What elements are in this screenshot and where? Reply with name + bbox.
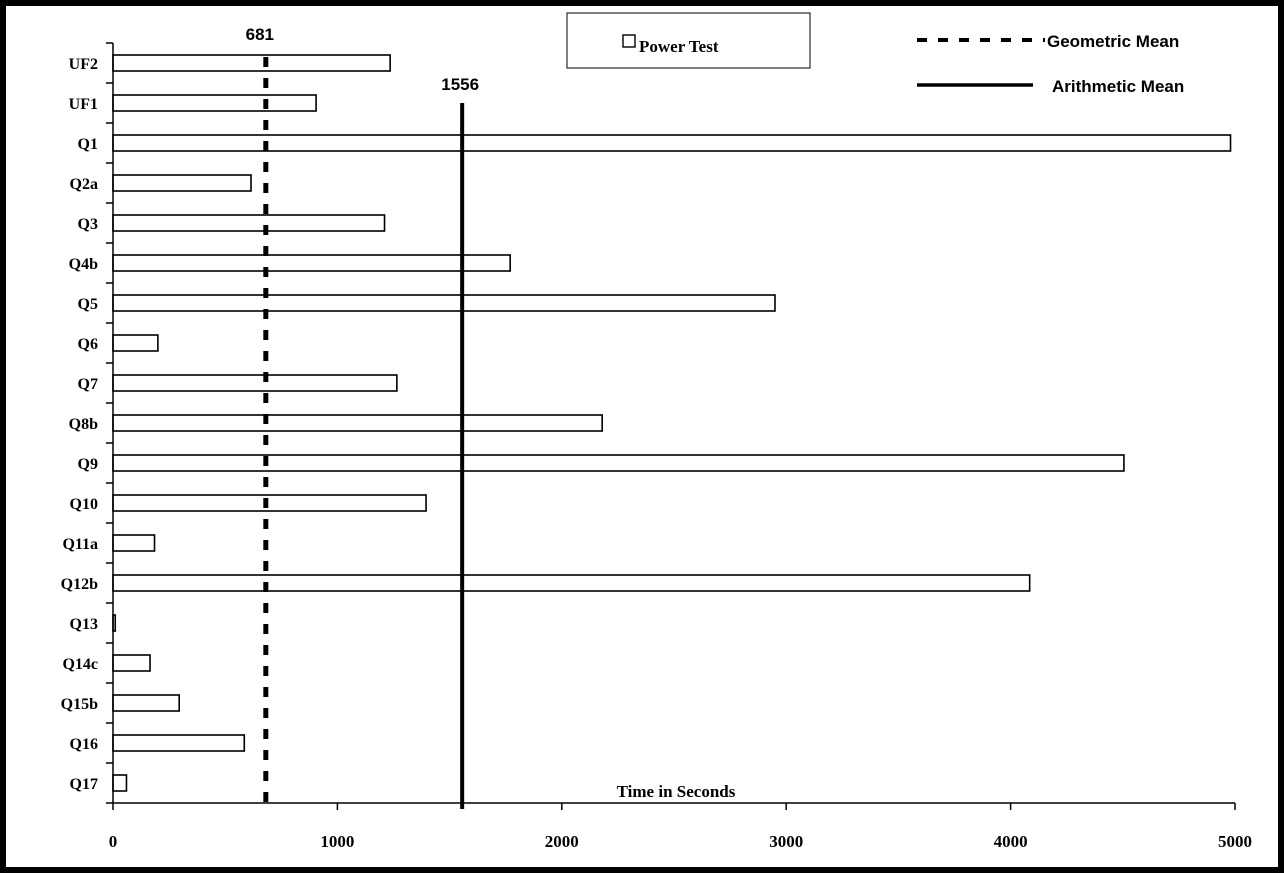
legend-label-geometric-mean: Geometric Mean (1047, 32, 1179, 51)
bar-q8b (112, 414, 603, 432)
x-tick-label-5000: 5000 (1218, 832, 1252, 851)
bar-q17 (112, 774, 128, 792)
bar-q5 (112, 294, 776, 312)
y-tick-label-q8b: Q8b (69, 416, 98, 433)
geometric-mean-label: 681 (246, 25, 274, 44)
x-tick-label-1000: 1000 (320, 832, 354, 851)
legend-label-arithmetic-mean: Arithmetic Mean (1052, 77, 1184, 96)
bar-q6 (112, 334, 159, 352)
bar-q1 (112, 134, 1232, 152)
y-tick-label-q7: Q7 (78, 376, 98, 393)
bar-q11a (112, 534, 156, 552)
y-tick-label-q9: Q9 (78, 456, 98, 473)
y-tick-label-q1: Q1 (78, 136, 98, 153)
legend-swatch-power-test (622, 34, 636, 48)
y-tick-label-q14c: Q14c (62, 656, 98, 673)
arithmetic-mean-label: 1556 (441, 75, 479, 94)
bar-q2a (112, 174, 252, 192)
bar-q14c (112, 654, 151, 672)
x-tick-label-3000: 3000 (769, 832, 803, 851)
y-tick-label-q13: Q13 (70, 616, 98, 633)
legend-label-power-test: Power Test (639, 37, 719, 56)
y-tick-label-q4b: Q4b (69, 256, 98, 273)
y-tick-label-q16: Q16 (70, 736, 98, 753)
y-tick-label-q15b: Q15b (61, 696, 98, 713)
bar-uf1 (112, 94, 317, 112)
bar-q3 (112, 214, 386, 232)
bar-uf2 (112, 54, 391, 72)
x-tick-label-4000: 4000 (994, 832, 1028, 851)
y-tick-label-q11a: Q11a (62, 536, 98, 553)
y-tick-label-uf1: UF1 (69, 96, 98, 113)
bar-q15b (112, 694, 180, 712)
bar-q4b (112, 254, 511, 272)
y-tick-label-q12b: Q12b (61, 576, 98, 593)
x-axis-title: Time in Seconds (617, 782, 736, 801)
bar-q10 (112, 494, 427, 512)
bar-q7 (112, 374, 398, 392)
y-tick-label-q5: Q5 (78, 296, 98, 313)
y-tick-label-q17: Q17 (70, 776, 98, 793)
y-tick-label-q3: Q3 (78, 216, 98, 233)
y-tick-label-q2a: Q2a (70, 176, 98, 193)
x-tick-label-0: 0 (109, 832, 118, 851)
y-tick-label-q10: Q10 (70, 496, 98, 513)
bar-q12b (112, 574, 1031, 592)
x-tick-label-2000: 2000 (545, 832, 579, 851)
y-tick-label-uf2: UF2 (69, 56, 98, 73)
legend-box (566, 12, 811, 69)
bar-q16 (112, 734, 246, 752)
y-tick-label-q6: Q6 (78, 336, 98, 353)
